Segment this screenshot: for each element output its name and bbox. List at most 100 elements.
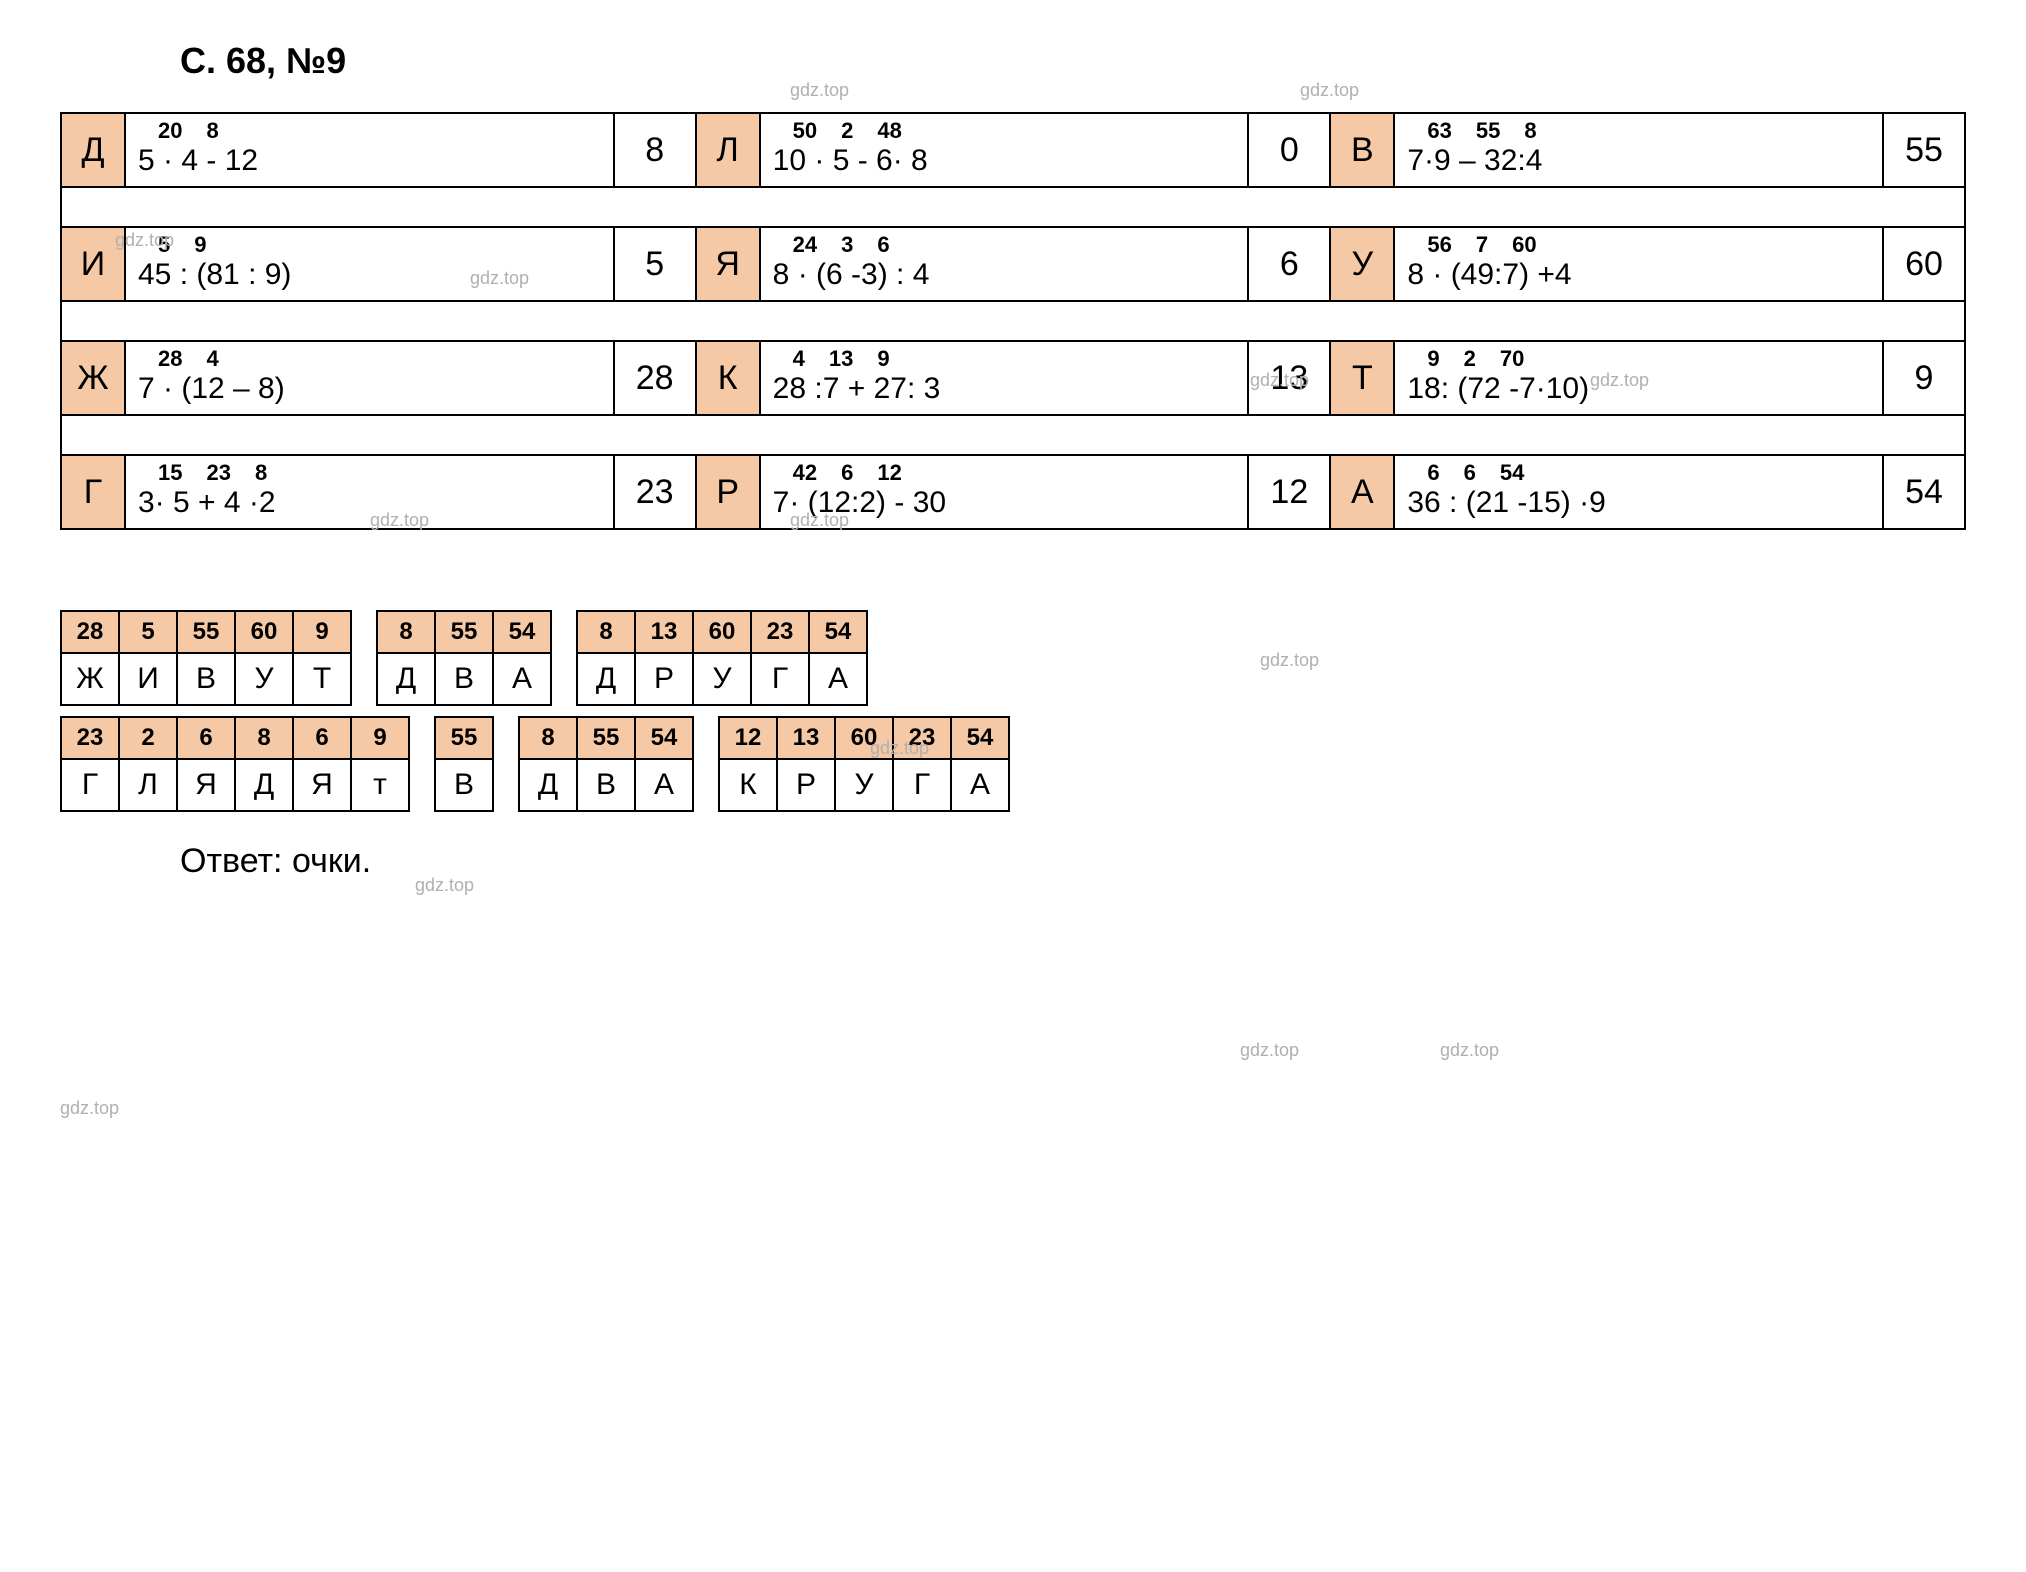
result-cell: 23 <box>615 456 695 528</box>
puzzle-column: 8Д <box>576 612 634 704</box>
puzzle-column: 54А <box>634 718 694 810</box>
puzzle-section: 28Ж5И55В60У9Т8Д55В54А8Д13Р60У23Г54А23Г2Л… <box>60 610 1966 812</box>
puzzle-letter: И <box>120 654 176 704</box>
watermark: gdz.top <box>1440 1040 1499 1061</box>
letter-cell: Л <box>697 114 761 186</box>
puzzle-column: 55В <box>576 718 634 810</box>
expression-cell: 5945 : (81 : 9) <box>126 228 615 300</box>
puzzle-number: 2 <box>120 718 176 760</box>
puzzle-column: 9Т <box>292 612 352 704</box>
puzzle-number: 60 <box>236 612 292 654</box>
calc-row: И5945 : (81 : 9)5Я24368 · (6 -3) : 46У56… <box>62 228 1964 302</box>
puzzle-word: 8Д13Р60У23Г54А <box>576 610 868 706</box>
letter-cell: Г <box>62 456 126 528</box>
calc-block: Л5024810 · 5 - 6· 80 <box>697 114 1332 186</box>
puzzle-letter: Г <box>752 654 808 704</box>
puzzle-column: 9т <box>350 718 410 810</box>
puzzle-letter: Д <box>236 760 292 810</box>
watermark: gdz.top <box>790 80 849 101</box>
letter-cell: А <box>1331 456 1395 528</box>
expression: 28 :7 + 27: 3 <box>773 372 1236 406</box>
letter-cell: Д <box>62 114 126 186</box>
letter-cell: И <box>62 228 126 300</box>
expression-cell: 665436 : (21 -15) ·9 <box>1395 456 1884 528</box>
puzzle-word: 55В <box>434 716 494 812</box>
hint-values: 4139 <box>773 346 1236 372</box>
expression-cell: 927018: (72 -7·10) <box>1395 342 1884 414</box>
letter-cell: Р <box>697 456 761 528</box>
hint-values: 59 <box>138 232 601 258</box>
letter-cell: В <box>1331 114 1395 186</box>
calc-block: У567608 · (49:7) +460 <box>1331 228 1964 300</box>
puzzle-number: 55 <box>436 612 492 654</box>
puzzle-number: 6 <box>178 718 234 760</box>
puzzle-letter: Я <box>294 760 350 810</box>
hint-value: 8 <box>206 118 218 144</box>
hint-values: 42612 <box>773 460 1236 486</box>
calc-block: Д2085 · 4 - 128 <box>62 114 697 186</box>
puzzle-column: 5И <box>118 612 176 704</box>
hint-value: 8 <box>255 460 267 486</box>
hint-value: 3 <box>841 232 853 258</box>
puzzle-column: 6Я <box>176 718 234 810</box>
puzzle-column: 6Я <box>292 718 350 810</box>
hint-value: 63 <box>1427 118 1451 144</box>
puzzle-column: 28Ж <box>60 612 118 704</box>
result-cell: 28 <box>615 342 695 414</box>
hint-value: 54 <box>1500 460 1524 486</box>
puzzle-number: 60 <box>836 718 892 760</box>
puzzle-letter: Д <box>520 760 576 810</box>
hint-value: 2 <box>841 118 853 144</box>
hint-value: 6 <box>877 232 889 258</box>
calc-block: И5945 : (81 : 9)5 <box>62 228 697 300</box>
hint-value: 6 <box>841 460 853 486</box>
puzzle-number: 9 <box>352 718 408 760</box>
puzzle-number: 54 <box>952 718 1008 760</box>
expression: 18: (72 -7·10) <box>1407 372 1870 406</box>
expression: 7 · (12 – 8) <box>138 372 601 406</box>
hint-value: 13 <box>829 346 853 372</box>
puzzle-column: 13Р <box>776 718 834 810</box>
puzzle-number: 55 <box>436 718 492 760</box>
puzzle-number: 55 <box>178 612 234 654</box>
letter-cell: Я <box>697 228 761 300</box>
puzzle-column: 8Д <box>518 718 576 810</box>
hint-value: 9 <box>1427 346 1439 372</box>
expression-cell: 2847 · (12 – 8) <box>126 342 615 414</box>
puzzle-number: 23 <box>894 718 950 760</box>
hint-values: 208 <box>138 118 601 144</box>
puzzle-letter: В <box>436 654 492 704</box>
hint-value: 7 <box>1476 232 1488 258</box>
expression: 7·9 – 32:4 <box>1407 144 1870 178</box>
expression-cell: 567608 · (49:7) +4 <box>1395 228 1884 300</box>
hint-values: 15238 <box>138 460 601 486</box>
puzzle-word: 8Д55В54А <box>518 716 694 812</box>
expression-cell: 152383· 5 + 4 ·2 <box>126 456 615 528</box>
puzzle-column: 12К <box>718 718 776 810</box>
calc-row: Г152383· 5 + 4 ·223Р426127· (12:2) - 301… <box>62 456 1964 528</box>
puzzle-letter: Г <box>894 760 950 810</box>
puzzle-number: 54 <box>810 612 866 654</box>
puzzle-column: 23Г <box>60 718 118 810</box>
calc-block: Я24368 · (6 -3) : 46 <box>697 228 1332 300</box>
hint-value: 6 <box>1427 460 1439 486</box>
hint-value: 42 <box>793 460 817 486</box>
hint-value: 6 <box>1464 460 1476 486</box>
puzzle-number: 8 <box>378 612 434 654</box>
result-cell: 12 <box>1249 456 1329 528</box>
puzzle-column: 55В <box>176 612 234 704</box>
puzzle-letter: В <box>178 654 234 704</box>
puzzle-column: 2Л <box>118 718 176 810</box>
puzzle-letter: У <box>694 654 750 704</box>
hint-value: 8 <box>1524 118 1536 144</box>
expression: 10 · 5 - 6· 8 <box>773 144 1236 178</box>
puzzle-letter: А <box>636 760 692 810</box>
watermark: gdz.top <box>60 1098 119 1119</box>
expression-cell: 2085 · 4 - 12 <box>126 114 615 186</box>
puzzle-number: 55 <box>578 718 634 760</box>
hint-value: 60 <box>1512 232 1536 258</box>
letter-cell: Ж <box>62 342 126 414</box>
puzzle-number: 8 <box>578 612 634 654</box>
puzzle-number: 12 <box>720 718 776 760</box>
puzzle-number: 28 <box>62 612 118 654</box>
